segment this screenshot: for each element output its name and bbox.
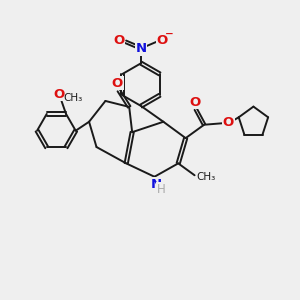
- Text: CH₃: CH₃: [63, 93, 82, 103]
- Text: N: N: [136, 42, 147, 55]
- Text: −: −: [165, 28, 174, 38]
- Text: N: N: [150, 178, 161, 191]
- Text: O: O: [223, 116, 234, 129]
- Text: O: O: [190, 96, 201, 109]
- Text: O: O: [112, 76, 123, 90]
- Text: CH₃: CH₃: [196, 172, 215, 182]
- Text: H: H: [157, 183, 165, 196]
- Text: O: O: [53, 88, 64, 101]
- Text: O: O: [113, 34, 125, 47]
- Text: O: O: [157, 34, 168, 47]
